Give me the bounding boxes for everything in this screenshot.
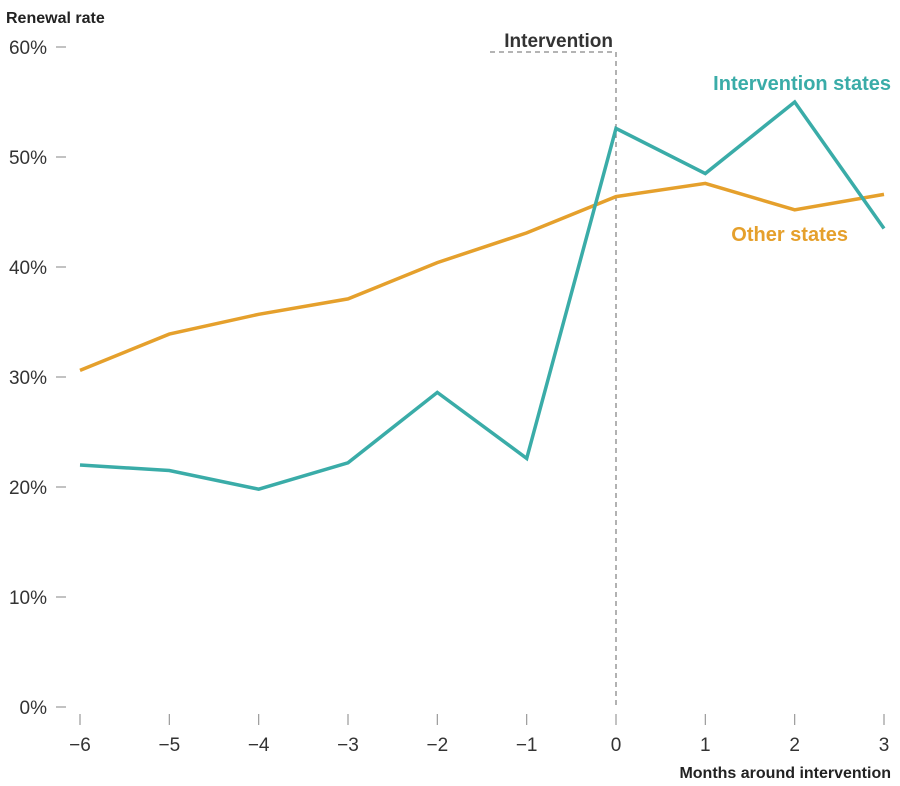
series-group: Intervention states Other states	[79, 73, 891, 492]
x-tick-label: −1	[516, 735, 538, 756]
x-tick-label: 0	[611, 735, 622, 756]
y-tick-label: 50%	[9, 148, 47, 169]
intervention-label: Intervention	[504, 31, 613, 52]
x-tick-label: −5	[158, 735, 180, 756]
x-tick-label: −2	[426, 735, 448, 756]
series-line-other-states	[79, 181, 885, 373]
y-tick-label: 40%	[9, 258, 47, 279]
x-tick-label: 1	[700, 735, 711, 756]
y-tick-label: 60%	[9, 38, 47, 59]
series-line-intervention-states	[79, 99, 886, 492]
legend-label-other-states: Other states	[731, 224, 848, 246]
x-tick-label: −6	[69, 735, 91, 756]
x-axis-title: Months around intervention	[679, 765, 891, 782]
x-tick-label: −3	[337, 735, 359, 756]
intervention-marker: Intervention	[490, 31, 617, 707]
y-tick-label: 20%	[9, 478, 47, 499]
x-axis: −6 −5 −4 −3 −2 −1 0 1 2 3	[69, 714, 889, 756]
legend-label-intervention-states: Intervention states	[713, 73, 891, 95]
x-tick-label: −4	[248, 735, 270, 756]
y-axis: 0% 10% 20% 30% 40% 50% 60%	[9, 38, 66, 719]
y-tick-label: 10%	[9, 588, 47, 609]
x-tick-label: 3	[879, 735, 890, 756]
y-axis-title: Renewal rate	[6, 10, 105, 27]
intervention-dashed-line	[490, 51, 617, 707]
x-tick-label: 2	[789, 735, 800, 756]
y-tick-label: 0%	[20, 698, 48, 719]
y-tick-label: 30%	[9, 368, 47, 389]
